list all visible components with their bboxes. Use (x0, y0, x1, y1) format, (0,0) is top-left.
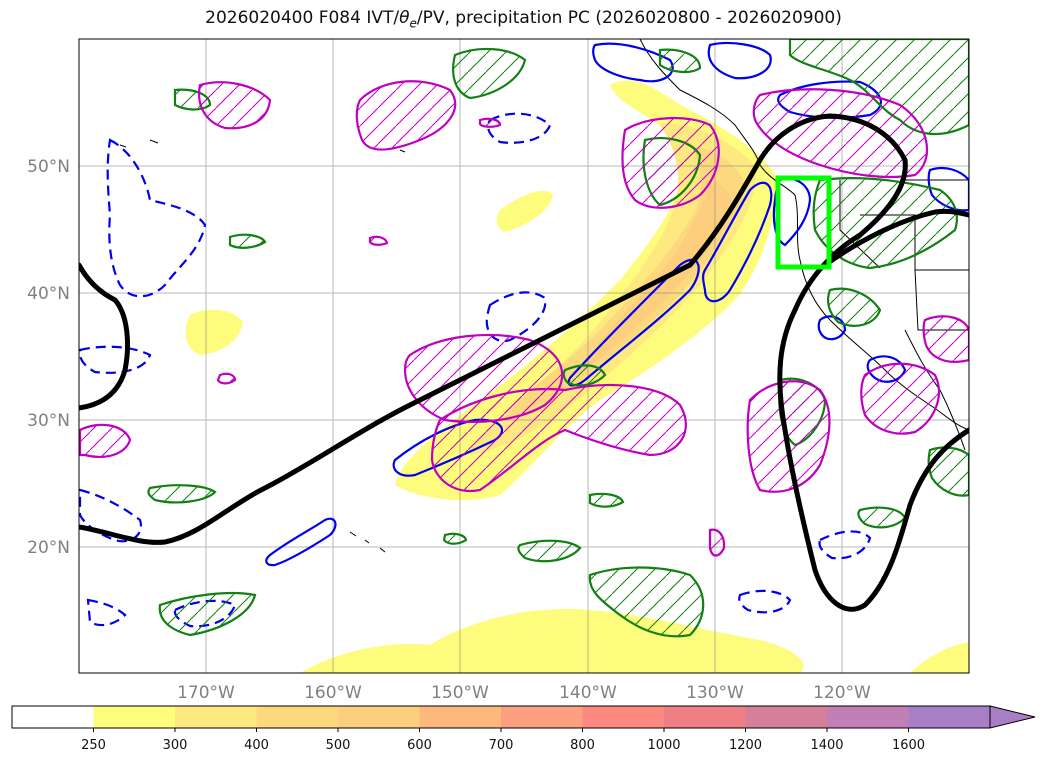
focus-region-box (775, 175, 832, 270)
colorbar-extend-arrow (989, 705, 1036, 729)
colorbar-swatch (501, 706, 583, 728)
title-theta-subscript: e (409, 16, 417, 31)
colorbar-swatch (12, 706, 94, 728)
colorbar-swatch (582, 706, 665, 728)
lon-label: 160°W (304, 683, 362, 703)
colorbar: 250 300 400 500 600 700 800 1000 1200 1400 1600 (11, 705, 1036, 753)
precip-magenta-contours (79, 80, 969, 557)
colorbar-swatch (745, 706, 828, 728)
colorbar-tick-label: 1600 (892, 738, 925, 753)
colorbar-tick-label: 1200 (729, 738, 762, 753)
chart-title: 2026020400 F084 IVT/θe/PV, precipitation… (0, 8, 1047, 30)
colorbar-tick-label: 250 (81, 738, 106, 753)
lat-label: 30°N (27, 411, 70, 431)
map-layers (79, 39, 969, 673)
lat-label: 20°N (27, 538, 70, 558)
longitude-labels: 170°W 160°W 150°W 140°W 130°W 120°W (177, 683, 871, 703)
colorbar-swatch (664, 706, 746, 728)
lon-label: 130°W (686, 683, 744, 703)
lon-label: 150°W (431, 683, 489, 703)
colorbar-swatch (256, 706, 339, 728)
colorbar-swatch (338, 706, 420, 728)
lat-label: 40°N (27, 284, 70, 304)
colorbar-tick-label: 300 (163, 738, 188, 753)
lat-label: 50°N (27, 157, 70, 177)
colorbar-swatch (93, 706, 176, 728)
latitude-labels: 20°N 30°N 40°N 50°N (27, 157, 70, 558)
colorbar-swatch (827, 706, 909, 728)
colorbar-swatch (908, 706, 991, 728)
lon-label: 140°W (559, 683, 617, 703)
theta-e-contours (79, 113, 969, 612)
colorbar-tick-label: 600 (407, 738, 432, 753)
colorbar-tick-label: 500 (326, 738, 351, 753)
colorbar-tick-label: 400 (244, 738, 269, 753)
colorbar-tick-label: 700 (489, 738, 514, 753)
lon-label: 170°W (177, 683, 235, 703)
colorbar-swatch (175, 706, 257, 728)
title-theta: θ (399, 8, 410, 28)
map-frame (78, 38, 970, 674)
colorbar-tick-label: 800 (570, 738, 595, 753)
colorbar-swatch (419, 706, 502, 728)
lon-label: 120°W (813, 683, 871, 703)
title-suffix: /PV, precipitation PC (2026020800 - 2026… (416, 8, 842, 28)
title-prefix: 2026020400 F084 IVT/ (205, 8, 400, 28)
colorbar-tick-label: 1000 (647, 738, 680, 753)
colorbar-tick-label: 1400 (810, 738, 843, 753)
